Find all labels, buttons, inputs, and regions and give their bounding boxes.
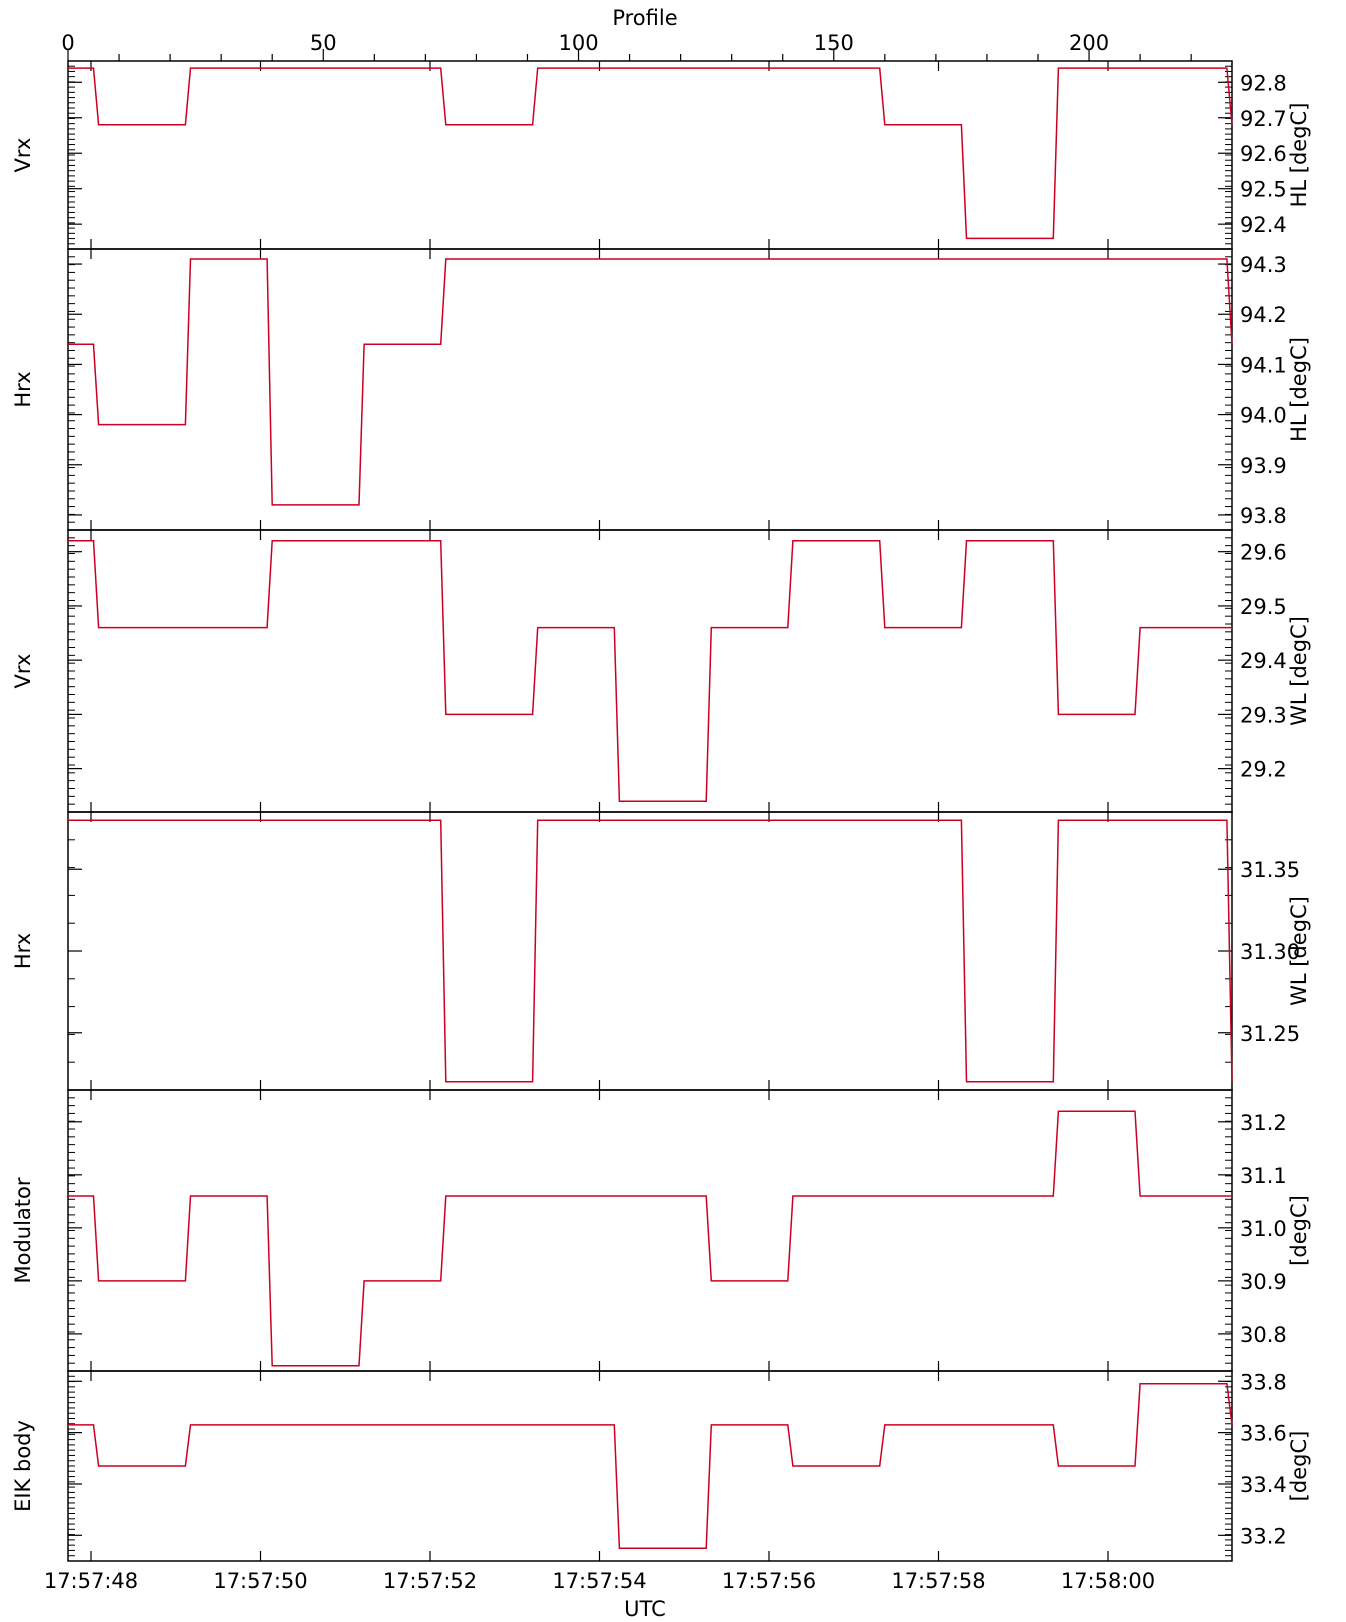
y-tick-label: 94.2 — [1240, 303, 1287, 327]
y-tick-label: 31.35 — [1240, 858, 1300, 882]
utc-tick-label: 17:57:50 — [213, 1569, 307, 1593]
chart-panel-6: 33.2 33.4 33.6 33.8 EIK body [degC] — [11, 1370, 1311, 1562]
data-series-line — [68, 540, 1232, 802]
right-axis-label: WL [degC] — [1287, 616, 1311, 726]
y-tick-label: 94.0 — [1240, 404, 1287, 428]
utc-tick-label: 17:58:00 — [1061, 1569, 1155, 1593]
data-series-line — [68, 1110, 1232, 1367]
left-axis-label: Vrx — [11, 654, 35, 689]
bottom-axis-label: UTC — [624, 1597, 666, 1621]
top-axis-label: Profile — [612, 6, 677, 30]
chart-panel-1: 92.4 92.5 92.6 92.7 92.8 Vrx HL [degC] — [11, 60, 1311, 250]
panel-frame — [67, 1370, 1233, 1562]
chart-panels: 92.4 92.5 92.6 92.7 92.8 Vrx HL [degC] 93.8 93.9… — [11, 60, 1311, 1562]
utc-tick-label: 17:57:58 — [891, 1569, 985, 1593]
chart-panel-2: 93.8 93.9 94.0 94.1 94.2 94.3 Hrx HL [degC] — [11, 248, 1311, 531]
y-tick-label: 94.3 — [1240, 253, 1287, 277]
left-axis-label: EIK body — [11, 1420, 35, 1512]
chart-panel-4: 31.25 31.30 31.35 Hrx WL [degC] — [11, 811, 1311, 1091]
y-tick-label: 92.8 — [1240, 71, 1287, 95]
utc-tick-label: 17:57:52 — [383, 1569, 477, 1593]
data-series-line — [68, 67, 1233, 240]
y-tick-label: 29.6 — [1240, 541, 1287, 565]
y-tick-label: 94.1 — [1240, 353, 1287, 377]
y-tick-label: 29.3 — [1240, 703, 1287, 727]
utc-tick-label: 17:57:48 — [44, 1569, 138, 1593]
y-tick-label: 31.25 — [1240, 1022, 1300, 1046]
chart-panel-5: 30.8 30.9 31.0 31.1 31.2 Modulator [degC] — [11, 1089, 1311, 1372]
y-tick-label: 92.4 — [1240, 213, 1287, 237]
chart-panel-3: 29.2 29.3 29.4 29.5 29.6 Vrx WL [degC] — [11, 529, 1311, 813]
y-tick-label: 92.5 — [1240, 178, 1287, 202]
y-tick-label: 92.6 — [1240, 142, 1287, 166]
utc-tick-label: 17:57:56 — [722, 1569, 816, 1593]
right-axis-label: HL [degC] — [1287, 103, 1311, 208]
right-axis-label: [degC] — [1287, 1195, 1311, 1266]
right-axis-label: HL [degC] — [1287, 337, 1311, 442]
y-tick-label: 93.8 — [1240, 504, 1287, 528]
data-series-line — [68, 819, 1233, 1083]
left-axis-label: Modulator — [11, 1177, 35, 1283]
utc-tick-label: 17:57:54 — [552, 1569, 646, 1593]
data-series-line — [68, 1383, 1233, 1549]
y-tick-label: 31.30 — [1240, 940, 1300, 964]
y-tick-label: 30.9 — [1240, 1270, 1287, 1294]
y-tick-label: 92.7 — [1240, 107, 1287, 131]
panel-frame — [67, 248, 1233, 531]
y-tick-label: 29.2 — [1240, 758, 1287, 782]
y-tick-label: 33.2 — [1240, 1524, 1287, 1548]
left-axis-label: Vrx — [11, 138, 35, 173]
y-tick-label: 31.0 — [1240, 1217, 1287, 1241]
y-tick-label: 29.4 — [1240, 649, 1287, 673]
right-axis-label: [degC] — [1287, 1431, 1311, 1502]
y-tick-label: 33.8 — [1240, 1370, 1287, 1394]
y-tick-label: 31.1 — [1240, 1164, 1287, 1188]
y-tick-label: 33.6 — [1240, 1422, 1287, 1446]
y-tick-label: 30.8 — [1240, 1323, 1287, 1347]
y-tick-label: 31.2 — [1240, 1111, 1287, 1135]
left-axis-label: Hrx — [11, 933, 35, 969]
data-series-line — [68, 258, 1233, 506]
y-tick-label: 29.5 — [1240, 595, 1287, 619]
left-axis-label: Hrx — [11, 371, 35, 407]
y-tick-label: 93.9 — [1240, 454, 1287, 478]
profile-tick-label: 0 — [61, 31, 74, 55]
right-axis-label: WL [degC] — [1287, 896, 1311, 1006]
y-tick-label: 33.4 — [1240, 1473, 1287, 1497]
